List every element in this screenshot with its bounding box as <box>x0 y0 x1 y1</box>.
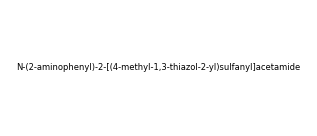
Text: N-(2-aminophenyl)-2-[(4-methyl-1,3-thiazol-2-yl)sulfanyl]acetamide: N-(2-aminophenyl)-2-[(4-methyl-1,3-thiaz… <box>16 64 301 72</box>
